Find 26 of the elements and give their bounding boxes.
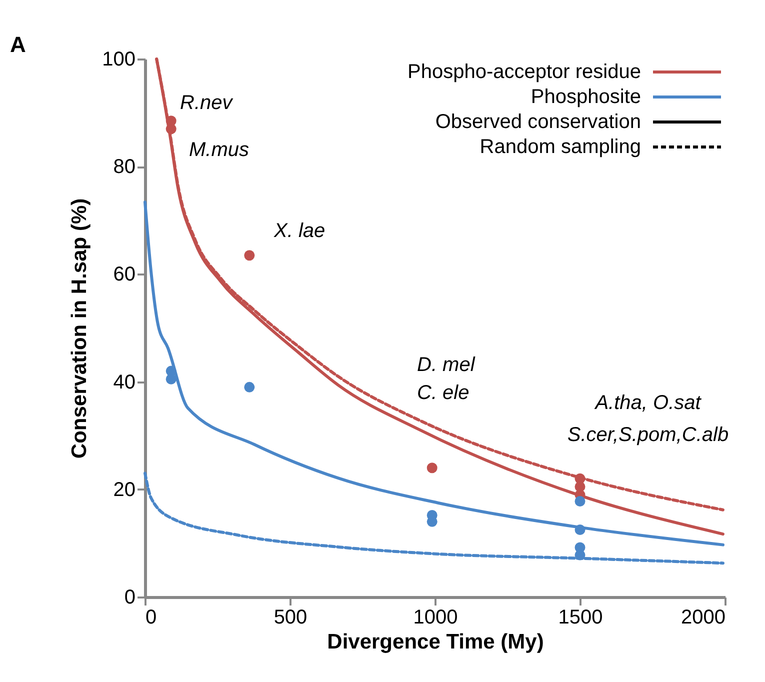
x-axis-title: Divergence Time (My)	[327, 630, 544, 654]
x-tick-label: 1500	[558, 606, 603, 628]
text: A	[10, 32, 26, 57]
annotation: C. ele	[417, 382, 470, 404]
legend-label: Phosphosite	[530, 86, 641, 108]
y-tick-label: 100	[102, 48, 136, 70]
x-tick-label: 2000	[681, 606, 726, 628]
annotation: S.cer,S.pom,C.alb	[567, 424, 729, 446]
line-series	[144, 472, 724, 565]
annotation: X. lae	[273, 220, 326, 242]
y-tick-label: 20	[113, 478, 136, 501]
y-tick-label: 40	[113, 371, 136, 394]
y-tick-label: 80	[113, 156, 136, 178]
legend-label: Phospho-acceptor residue	[408, 61, 641, 83]
x-tick-label: 1000	[413, 606, 458, 628]
annotation: Random sampling	[480, 136, 641, 158]
y-tick-label: 0	[124, 586, 136, 608]
annotation: M.mus	[189, 139, 249, 161]
annotation: A.tha, O.sat	[594, 392, 702, 414]
annotation: R.nev	[180, 92, 234, 114]
x-tick-label: 500	[274, 606, 308, 628]
y-axis-title: Conservation in H.sap (%)	[68, 198, 92, 459]
annotation: D. mel	[417, 354, 476, 376]
x-tick-label: 0	[146, 606, 157, 628]
y-tick-label: 60	[113, 264, 136, 286]
annotation: Observed conservation	[435, 111, 641, 133]
